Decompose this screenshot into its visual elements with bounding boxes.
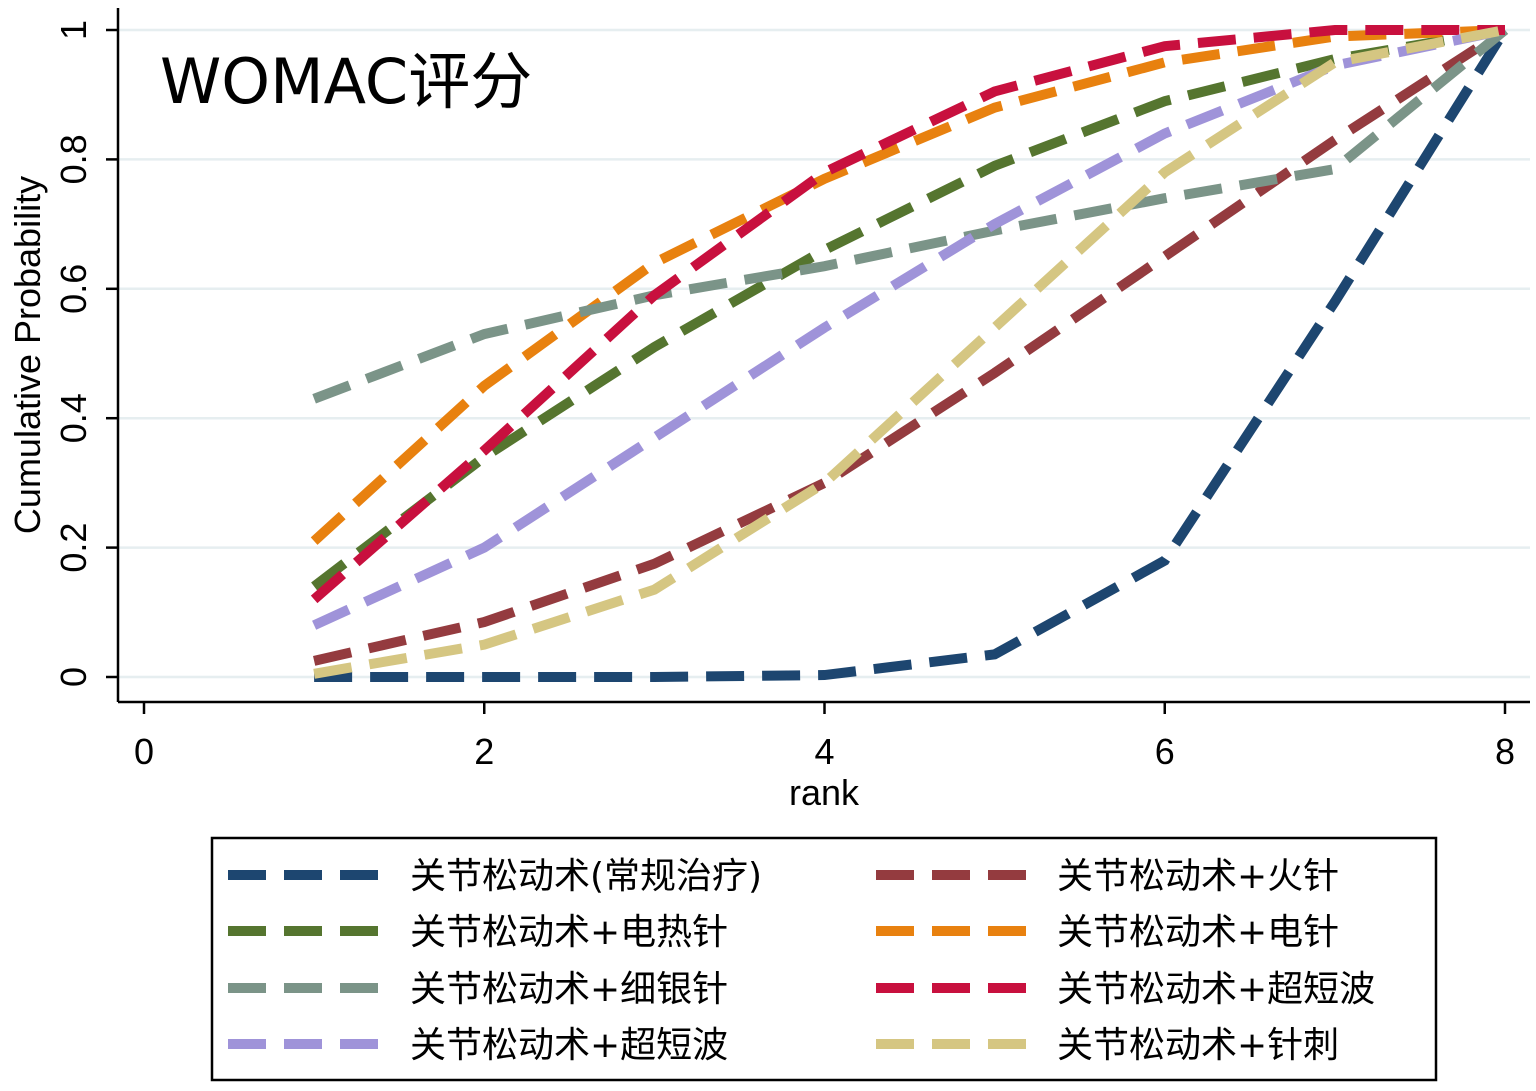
legend-label-8: 关节松动术+针刺	[1057, 1025, 1339, 1066]
x-tick-label: 2	[474, 731, 494, 772]
y-tick-label: 1	[53, 20, 94, 40]
series-line-2	[313, 25, 1508, 666]
x-tick-label: 8	[1495, 731, 1515, 772]
legend-label-2: 关节松动术+火针	[1057, 856, 1339, 897]
series-line-5	[312, 26, 1509, 404]
x-tick-label: 4	[814, 731, 834, 772]
x-axis-title: rank	[789, 772, 860, 813]
y-tick-label: 0.4	[53, 393, 94, 443]
legend-label-5: 关节松动术+细银针	[410, 969, 728, 1010]
series-line-4	[310, 25, 1506, 545]
plot-lines	[310, 25, 1510, 682]
legend-label-3: 关节松动术+电热针	[410, 912, 728, 953]
y-tick-label: 0.2	[53, 523, 94, 573]
y-tick-label: 0.8	[53, 134, 94, 184]
series-line-3	[311, 25, 1506, 591]
y-tick-label: 0	[53, 667, 94, 687]
x-tick-label: 0	[134, 731, 154, 772]
axes	[106, 8, 1530, 714]
tick-labels: 0 0.2 0.4 0.6 0.8 1 0 2 4 6 8	[53, 20, 1515, 772]
gridlines	[118, 28, 1530, 679]
legend-label-6: 关节松动术+超短波	[1057, 969, 1375, 1010]
series-line-1	[314, 27, 1510, 682]
legend-label-1: 关节松动术(常规治疗)	[410, 856, 762, 897]
series-line-8	[313, 25, 1506, 679]
legend-box	[210, 836, 1438, 1082]
chart-title: WOMAC评分	[160, 45, 532, 118]
y-axis-title: Cumulative Probability	[7, 176, 48, 534]
x-tick-label: 6	[1155, 731, 1175, 772]
legend-label-7: 关节松动术+超短波	[410, 1025, 728, 1066]
series-line-6	[310, 25, 1505, 604]
legend-label-4: 关节松动术+电针	[1057, 912, 1339, 953]
y-tick-label: 0.6	[53, 264, 94, 314]
